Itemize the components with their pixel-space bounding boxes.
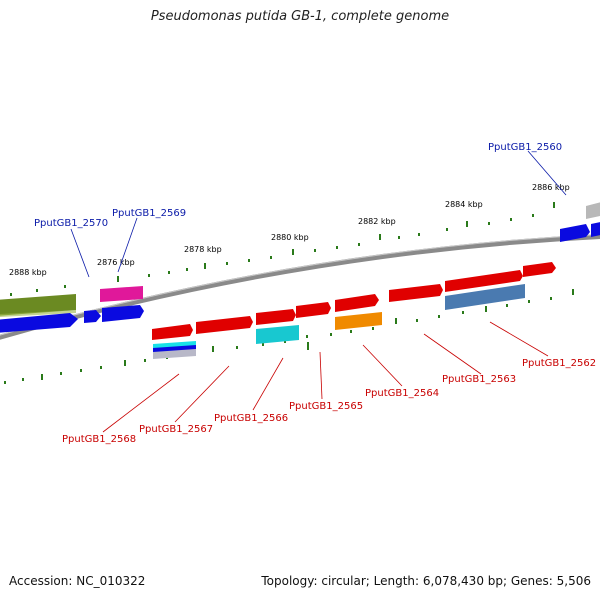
major-tick [379, 234, 381, 240]
gene-orange [335, 312, 382, 330]
gene-label-2568: PputGB1_2568 [62, 434, 136, 445]
gene-gray-edge [586, 202, 600, 219]
gene-red-2568 [196, 316, 253, 334]
gene-red-2563 [445, 270, 523, 292]
gene-label-2565: PputGB1_2565 [289, 401, 363, 412]
tick-label-2880: 2882 kbp [358, 217, 396, 226]
gene-blue-large [0, 313, 78, 333]
tick-label-2884: 2878 kbp [184, 245, 222, 254]
gene-label-2562: PputGB1_2562 [522, 358, 596, 369]
gene-red-2567 [256, 309, 296, 325]
gene-olive [0, 294, 76, 316]
gene-red-2568b [152, 324, 193, 340]
gene-label-2569: PputGB1_2569 [112, 208, 186, 219]
gene-label-2563: PputGB1_2563 [442, 374, 516, 385]
major-tick [204, 263, 206, 269]
gene-label-2567: PputGB1_2567 [139, 424, 213, 435]
map-title: Pseudomonas putida GB-1, complete genome [150, 9, 450, 24]
gene-blue-2570 [84, 310, 101, 323]
gene-red-2566 [296, 302, 331, 318]
gene-label-2566: PputGB1_2566 [214, 413, 288, 424]
gene-label-2560: PputGB1_2560 [488, 142, 562, 153]
lower-tick-track [4, 289, 574, 384]
forward-strand-genes [0, 202, 600, 340]
tick-label-2888: 2888 kbp [9, 268, 47, 277]
tick-label-2886: 2876 kbp [97, 258, 135, 267]
major-tick [292, 249, 294, 255]
tick-label-2876: 2886 kbp [532, 183, 570, 192]
upper-tick-track [10, 202, 555, 296]
major-tick [553, 202, 555, 208]
gene-label-2570: PputGB1_2570 [34, 218, 108, 229]
gene-blue-2569 [102, 305, 144, 322]
gene-red-2564 [389, 284, 443, 302]
gene-red-2562 [523, 262, 556, 277]
major-tick [117, 276, 119, 282]
reverse-strand-genes [153, 284, 525, 359]
label-leaders [70, 150, 567, 433]
gene-magenta [100, 286, 143, 302]
genome-backbone-highlight [0, 233, 600, 336]
gene-blue-2560 [560, 224, 590, 242]
summary-text: Topology: circular; Length: 6,078,430 bp… [261, 574, 591, 588]
tick-label-2878: 2884 kbp [445, 200, 483, 209]
major-tick [466, 221, 468, 227]
genome-backbone [0, 233, 600, 340]
gene-steel [445, 284, 525, 310]
gene-gray-small [153, 349, 196, 359]
gene-cyan [256, 325, 299, 344]
tick-label-2882: 2880 kbp [271, 233, 309, 242]
gene-red-2565 [335, 294, 379, 312]
gene-blue-edge [591, 222, 600, 237]
gene-label-2564: PputGB1_2564 [365, 388, 439, 399]
accession-text: Accession: NC_010322 [9, 574, 146, 588]
